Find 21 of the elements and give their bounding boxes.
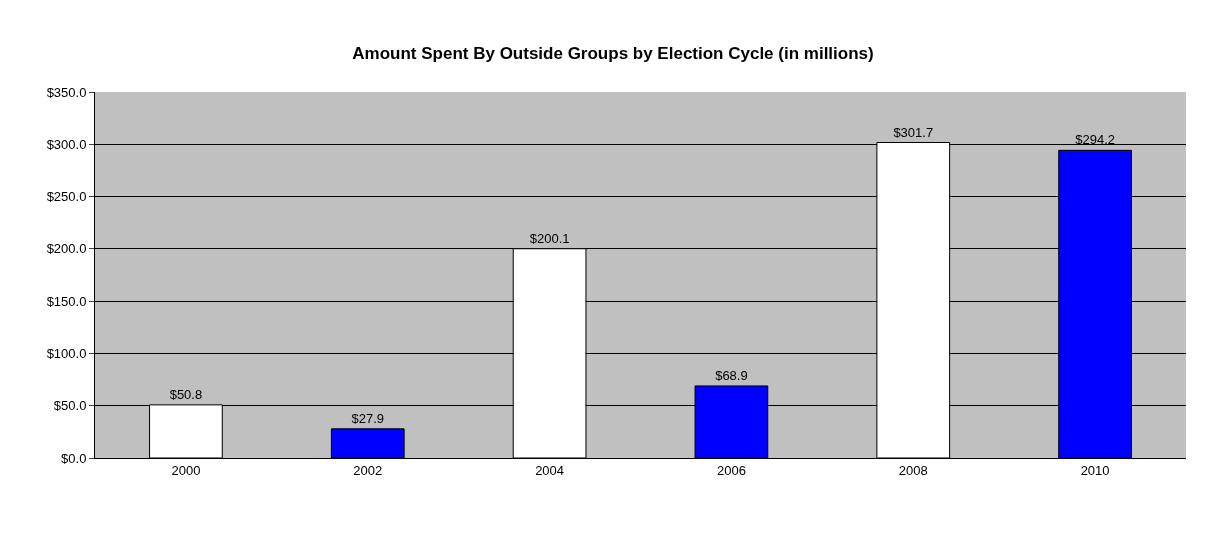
data-label: $294.2 <box>1075 132 1115 148</box>
y-tick-label: $50.0 <box>53 398 87 414</box>
x-tick-label: 2008 <box>898 462 928 478</box>
y-tick-label: $100.0 <box>46 345 87 361</box>
data-label: $68.9 <box>715 367 748 383</box>
data-label: $27.9 <box>351 410 385 426</box>
y-tick-label: $0.0 <box>61 450 87 466</box>
chart-title: Amount Spent By Outside Groups by Election Cycle (in millions) <box>352 44 874 64</box>
x-tick-label: 2006 <box>716 462 746 478</box>
data-label: $50.8 <box>169 386 203 402</box>
y-tick-label: $300.0 <box>46 136 87 152</box>
data-label: $301.7 <box>893 124 934 140</box>
y-tick-label: $200.0 <box>46 241 87 257</box>
x-tick-label: 2004 <box>535 462 565 478</box>
y-tick-label: $150.0 <box>46 293 87 309</box>
x-tick-label: 2000 <box>171 462 201 478</box>
data-label: $200.1 <box>529 230 570 246</box>
x-tick-label: 2002 <box>353 462 383 478</box>
x-tick-label: 2010 <box>1080 462 1110 478</box>
y-tick-label: $350.0 <box>46 84 87 100</box>
y-tick-label: $250.0 <box>46 189 87 205</box>
